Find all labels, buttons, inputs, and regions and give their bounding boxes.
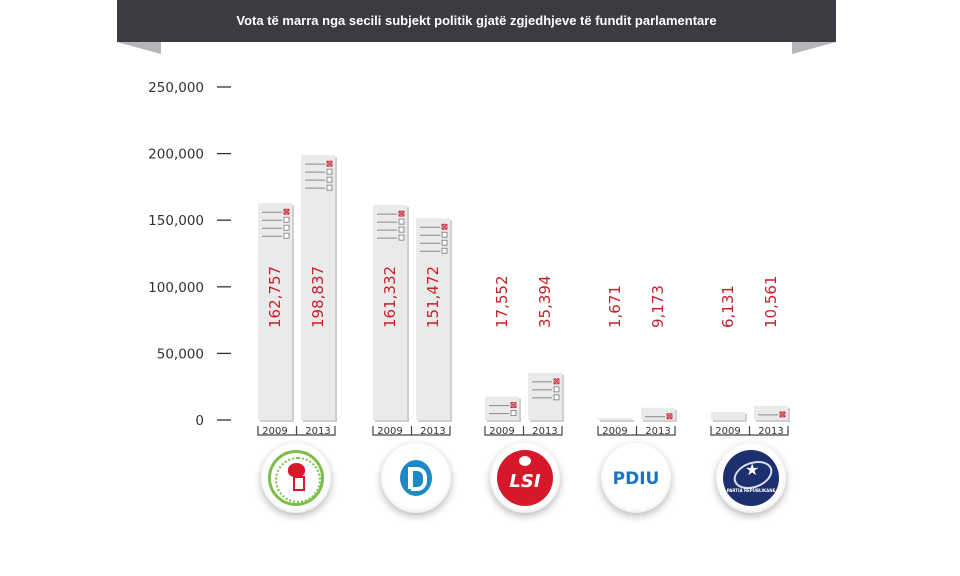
ballot-checkbox	[510, 410, 517, 417]
ballot-checkbox	[283, 216, 290, 223]
ballot-check-mark	[441, 223, 448, 230]
ballot-checkbox	[283, 224, 290, 231]
pr-logo-text: PARTIA REPUBLIKANE	[726, 488, 776, 493]
pdiu-logo-text: PDIU	[612, 469, 660, 489]
year-label: 2009	[377, 426, 402, 437]
pdiu-logo: PDIU	[601, 443, 671, 513]
value-label: 9,173	[649, 285, 667, 328]
year-bracket	[257, 426, 336, 436]
value-label: 6,131	[719, 285, 737, 328]
year-bracket	[597, 426, 676, 436]
ballot-checkbox	[326, 168, 333, 175]
title-banner: Vota të marra nga secili subjekt politik…	[117, 0, 836, 42]
lsi-logo-text: LSI	[509, 471, 541, 492]
ballot-check-mark	[553, 378, 560, 385]
year-bracket	[484, 426, 563, 436]
value-label: 162,757	[266, 266, 284, 328]
year-label: 2013	[420, 426, 445, 437]
pdiu-emblem-icon: PDIU	[608, 450, 664, 506]
year-label: 2013	[532, 426, 557, 437]
ballot-checkbox	[441, 247, 448, 254]
year-label: 2013	[758, 426, 783, 437]
ballot-checkbox	[441, 239, 448, 246]
ballot-checkbox	[283, 232, 290, 239]
ballot-checkbox	[398, 218, 405, 225]
year-label: 2009	[262, 426, 287, 437]
ballot-checkbox	[398, 234, 405, 241]
ballot-checkbox	[553, 394, 560, 401]
year-label: 2009	[489, 426, 514, 437]
pd-logo	[381, 443, 451, 513]
value-label: 10,561	[762, 276, 780, 329]
year-label: 2013	[305, 426, 330, 437]
y-tick-label: 250,000	[148, 80, 204, 96]
value-label: 151,472	[424, 266, 442, 328]
banner-fold-left	[117, 42, 161, 54]
y-tick-label: 100,000	[148, 280, 204, 296]
ballot-check-mark	[779, 411, 786, 418]
year-label: 2009	[715, 426, 740, 437]
bar-lsi-2009	[485, 396, 519, 420]
ballot-check-mark	[326, 160, 333, 167]
bar-pr-2013	[754, 405, 788, 420]
year-bracket	[372, 426, 451, 436]
chart-title: Vota të marra nga secili subjekt politik…	[236, 13, 717, 28]
bar-pd-2009	[373, 205, 407, 420]
lsi-logo: LSI	[490, 443, 560, 513]
y-tick-label: 150,000	[148, 213, 204, 229]
pr-emblem-icon: ★ PARTIA REPUBLIKANE	[723, 450, 779, 506]
pd-emblem-icon	[388, 450, 444, 506]
year-label: 2009	[602, 426, 627, 437]
ps-logo	[261, 443, 331, 513]
bar-pdiu-2009	[598, 417, 632, 420]
ballot-check-mark	[398, 210, 405, 217]
value-label: 1,671	[606, 285, 624, 328]
ballot-check-mark	[283, 208, 290, 215]
ps-emblem-icon	[268, 450, 324, 506]
ballot-checkbox	[553, 386, 560, 393]
y-tick-label: 50,000	[157, 346, 204, 362]
ballot-checkbox	[326, 184, 333, 191]
banner-fold-right	[792, 42, 836, 54]
bar-pr-2009	[711, 411, 745, 420]
value-label: 198,837	[309, 266, 327, 328]
ballot-checkbox	[398, 226, 405, 233]
pr-logo: ★ PARTIA REPUBLIKANE	[716, 443, 786, 513]
ballot-checkbox	[326, 176, 333, 183]
year-label: 2013	[645, 426, 670, 437]
y-tick-label: 0	[195, 413, 204, 429]
value-label: 161,332	[381, 266, 399, 328]
y-tick-label: 200,000	[148, 147, 204, 163]
bar-shadow	[600, 419, 634, 422]
lsi-emblem-icon: LSI	[497, 450, 553, 506]
ballot-check-mark	[666, 413, 673, 420]
year-bracket	[710, 426, 789, 436]
bar-ps-2009	[258, 203, 292, 420]
ballot-check-mark	[510, 402, 517, 408]
bar-ps-2013	[301, 155, 335, 420]
ballot-checkbox	[441, 231, 448, 238]
value-label: 35,394	[536, 276, 554, 329]
value-label: 17,552	[493, 276, 511, 329]
